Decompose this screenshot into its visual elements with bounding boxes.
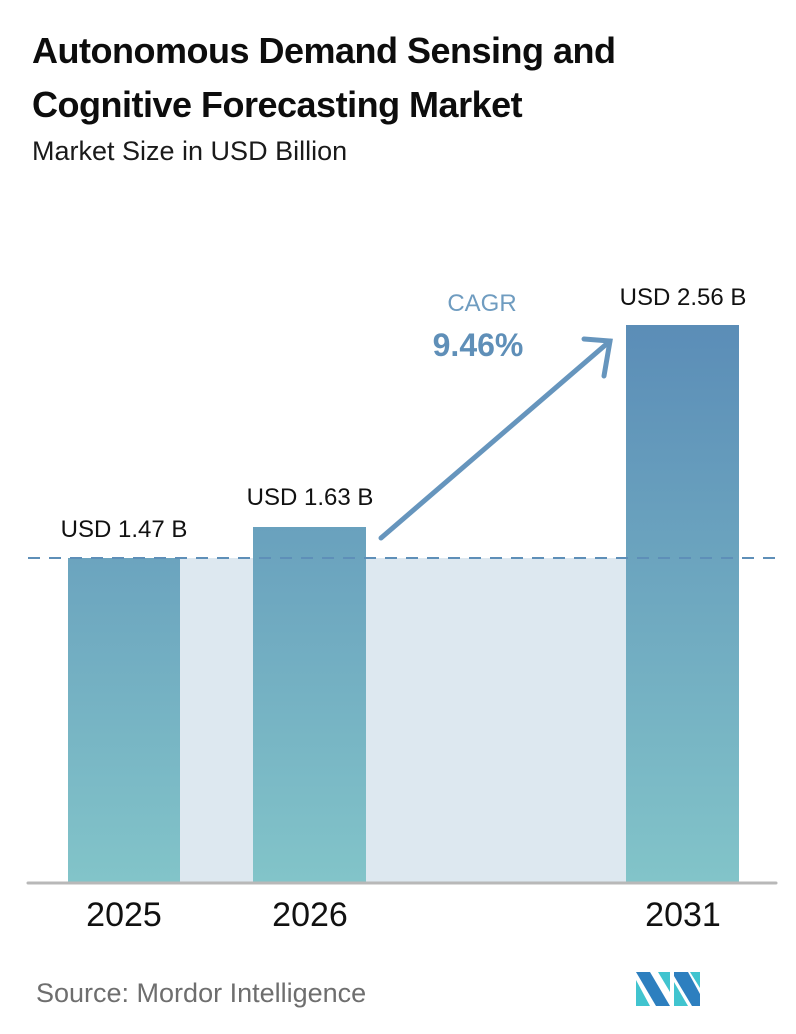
cagr-label: CAGR [447, 290, 516, 317]
value-label-2031: USD 2.56 B [620, 284, 747, 311]
title-line-1: Autonomous Demand Sensing and [32, 30, 616, 71]
value-label-2025: USD 1.47 B [61, 516, 188, 543]
value-label-2026: USD 1.63 B [247, 484, 374, 511]
chart-title: Autonomous Demand Sensing and Cognitive … [32, 24, 616, 132]
bar-2026 [253, 527, 366, 882]
x-tick-2031: 2031 [645, 896, 721, 934]
chart-subtitle: Market Size in USD Billion [32, 136, 348, 166]
source-note: Source: Mordor Intelligence [36, 978, 367, 1008]
title-line-2: Cognitive Forecasting Market [32, 84, 523, 125]
bar-2025 [68, 558, 180, 882]
x-tick-2025: 2025 [86, 896, 162, 934]
x-tick-2026: 2026 [272, 896, 348, 934]
cagr-value: 9.46% [433, 327, 524, 363]
mordor-intelligence-logo-icon [636, 972, 700, 1006]
cagr-arrow-icon [378, 336, 613, 541]
bar-2031 [626, 325, 739, 882]
